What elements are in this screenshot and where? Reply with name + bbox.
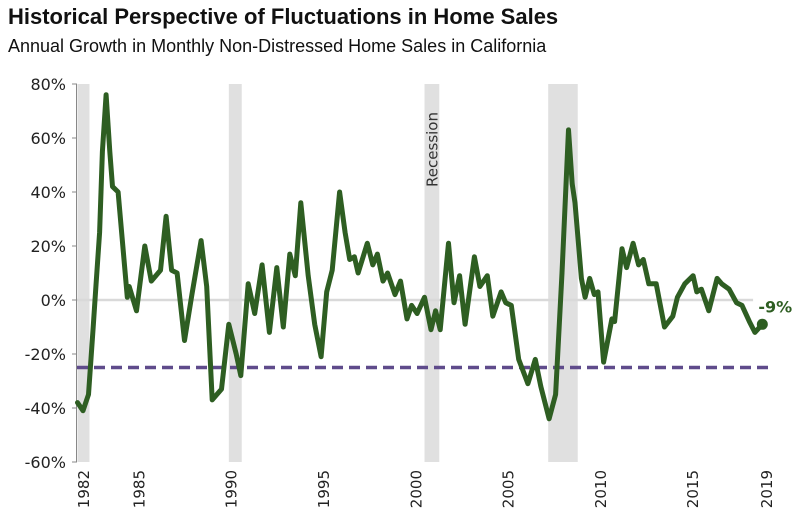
y-tick-label: -60% — [25, 453, 66, 472]
x-tick-label: 1982 — [75, 470, 93, 508]
x-tick-label: 1990 — [223, 470, 241, 508]
chart-title: Historical Perspective of Fluctuations i… — [8, 4, 559, 29]
series-line — [75, 92, 765, 422]
x-tick-label: 2019 — [758, 470, 776, 508]
chart-subtitle: Annual Growth in Monthly Non-Distressed … — [8, 36, 547, 56]
y-tick-label: 80% — [30, 75, 66, 94]
end-point-marker — [756, 318, 768, 330]
recession-label: Recession — [424, 112, 442, 187]
recession-band — [77, 84, 90, 462]
x-tick-label: 2005 — [500, 470, 518, 508]
y-tick-label: 40% — [30, 183, 66, 202]
x-tick-label: 1985 — [130, 470, 148, 508]
y-tick-label: -40% — [25, 399, 66, 418]
recession-band — [228, 84, 242, 462]
y-tick-label: 0% — [41, 291, 66, 310]
y-tick-label: -20% — [25, 345, 66, 364]
x-tick-label: 2000 — [407, 470, 425, 508]
end-value-label: -9% — [758, 297, 792, 316]
x-tick-label: 1995 — [315, 470, 333, 508]
y-tick-label: 60% — [30, 129, 66, 148]
x-tick-label: 2010 — [592, 470, 610, 508]
y-tick-label: 20% — [30, 237, 66, 256]
x-tick-label: 2015 — [684, 470, 702, 508]
